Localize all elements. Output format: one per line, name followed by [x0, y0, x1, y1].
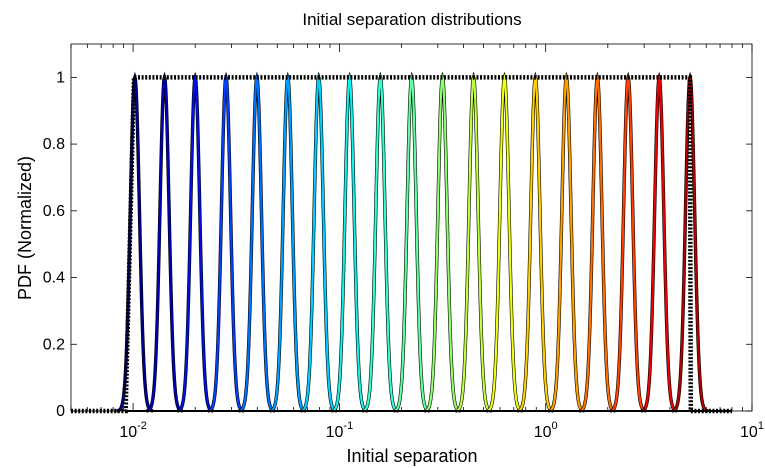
x-tick-label: 101: [740, 420, 764, 441]
peak-outline: [486, 71, 523, 413]
peak-curve: [362, 73, 399, 412]
peak-curve: [486, 73, 523, 412]
x-tick-label: 100: [534, 420, 558, 441]
x-tick-exponent: -1: [343, 420, 353, 432]
peak-curve: [393, 73, 430, 412]
x-tick-exponent: 1: [758, 420, 764, 432]
peak-curve: [238, 73, 276, 412]
y-tick-label: 0.8: [43, 136, 65, 153]
peak-curve: [609, 73, 647, 412]
x-tick-base: 10: [740, 424, 758, 441]
x-axis: 10-2 10-1 100 101: [70, 44, 764, 441]
peak-outline: [516, 71, 554, 413]
y-tick-label: 0: [56, 403, 65, 420]
x-tick-label: 10-1: [326, 420, 354, 441]
envelope-line: [71, 75, 733, 414]
x-tick-label: 10-2: [119, 420, 147, 441]
y-tick-label: 1: [56, 69, 65, 86]
peak-curve: [517, 73, 554, 412]
peak-outline: [146, 71, 183, 413]
y-tick-label: 0.2: [43, 336, 65, 353]
peak-outline: [176, 71, 214, 413]
peak-curve: [300, 73, 338, 412]
peak-curve: [116, 73, 154, 412]
peak-outline: [238, 71, 276, 413]
axes-frame: [70, 43, 753, 412]
y-tick-label: 0.4: [43, 270, 65, 287]
peak-outline: [300, 71, 338, 413]
x-tick-exponent: 0: [552, 420, 558, 432]
peak-outline: [609, 71, 647, 413]
peak-curve: [331, 73, 368, 412]
peak-curve: [640, 73, 678, 412]
peak-outline: [578, 71, 616, 413]
peak-curve: [146, 73, 183, 412]
peak-curve: [424, 73, 461, 412]
peak-curve: [269, 73, 307, 412]
x-tick-exponent: -2: [137, 420, 147, 432]
peak-curve: [579, 73, 616, 412]
chart-title: Initial separation distributions: [302, 10, 521, 29]
peak-outline: [548, 71, 585, 413]
peak-curve: [176, 73, 214, 412]
peak-outline: [331, 71, 368, 413]
x-axis-label: Initial separation: [346, 446, 477, 466]
peak-curve: [548, 73, 585, 412]
y-axis: 0 0.2 0.4 0.6 0.8 1: [43, 69, 752, 420]
x-tick-base: 10: [119, 424, 137, 441]
x-tick-base: 10: [534, 424, 552, 441]
y-tick-label: 0.6: [43, 203, 65, 220]
peak-outline: [362, 71, 399, 413]
peak-outline: [269, 71, 307, 413]
x-tick-base: 10: [326, 424, 344, 441]
peak-outline: [207, 71, 245, 413]
y-axis-label: PDF (Normalized): [15, 156, 35, 300]
peak-outline: [116, 71, 154, 413]
peak-outline: [455, 71, 492, 413]
peak-outline: [393, 71, 431, 413]
peak-curve: [455, 73, 492, 412]
plot-area: [71, 71, 733, 414]
peak-outline: [424, 71, 461, 413]
peak-outline: [640, 71, 678, 413]
peak-curve: [207, 73, 245, 412]
